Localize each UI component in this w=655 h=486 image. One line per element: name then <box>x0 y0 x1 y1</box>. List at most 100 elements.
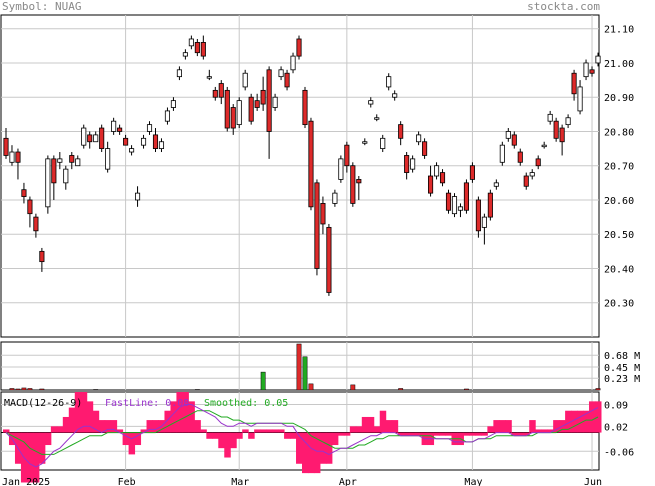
macd-tick-label: 0.02 <box>604 422 628 433</box>
macd-histogram-bar <box>529 420 536 433</box>
candle-body <box>164 110 171 122</box>
candle-body <box>182 52 188 57</box>
candle-body <box>266 69 272 132</box>
macd-histogram-bar <box>589 401 596 433</box>
candle-body <box>493 182 499 187</box>
candle-body <box>320 203 326 225</box>
macd-histogram-bar <box>74 392 82 433</box>
candle-body <box>571 72 577 95</box>
candle-body <box>535 158 541 167</box>
macd-histogram-bar <box>373 426 381 433</box>
macd-fastline-label: FastLine: 0.08 <box>105 398 189 409</box>
macd-histogram-bar <box>577 410 584 433</box>
candle-body <box>129 148 135 153</box>
macd-histogram-bar <box>176 392 183 433</box>
candle-body <box>75 158 81 167</box>
macd-histogram-bar <box>98 420 106 433</box>
volume-bar <box>464 388 469 391</box>
macd-histogram-bar <box>565 410 572 433</box>
candle-body <box>176 69 182 78</box>
candle-body <box>135 192 141 201</box>
candle-body <box>505 131 511 139</box>
candle-body <box>451 196 458 215</box>
volume-bar <box>15 388 21 391</box>
x-tick-label: Feb <box>118 477 136 486</box>
candle-body <box>87 134 93 143</box>
macd-histogram-bar <box>128 432 136 455</box>
candle-body <box>457 206 464 211</box>
macd-histogram-bar <box>463 432 470 436</box>
volume-bar <box>302 356 308 391</box>
macd-histogram-bar <box>236 432 243 439</box>
candle-body <box>559 127 565 143</box>
candle-body <box>296 38 302 57</box>
macd-histogram-bar <box>50 426 58 433</box>
macd-histogram-bar <box>152 420 159 433</box>
macd-histogram-bar <box>469 432 476 436</box>
candle-body <box>45 158 51 208</box>
volume-bar <box>350 384 356 391</box>
candle-body <box>499 144 505 163</box>
price-tick-label: 21.10 <box>604 25 634 36</box>
volume-bar <box>194 389 200 391</box>
macd-smoothed-label: Smoothed: 0.05 <box>204 398 288 409</box>
candle-body <box>260 89 266 105</box>
candle-body <box>81 127 87 146</box>
volume-bar <box>39 388 45 391</box>
candle-body <box>111 120 117 132</box>
candle-body <box>278 69 284 78</box>
macd-histogram-bar <box>325 432 333 464</box>
candle-body <box>39 250 45 263</box>
macd-histogram-bar <box>266 429 273 433</box>
candle-body <box>57 158 63 163</box>
candle-body <box>212 89 218 98</box>
macd-histogram-bar <box>146 420 154 433</box>
macd-histogram-bar <box>493 420 500 433</box>
candle-body <box>123 137 129 146</box>
price-tick-label: 20.80 <box>604 127 634 138</box>
volume-tick-label: 0.68 M <box>604 351 640 362</box>
candle-body <box>380 137 386 149</box>
macd-histogram-bar <box>547 429 554 433</box>
candle-body <box>541 144 547 148</box>
macd-histogram-bar <box>272 429 279 433</box>
x-tick-label: Jan 2025 <box>2 477 50 486</box>
x-tick-label: Jun <box>584 477 602 486</box>
candle-body <box>487 192 493 218</box>
macd-histogram-bar <box>343 432 351 436</box>
candle-body <box>99 127 105 149</box>
macd-histogram-bar <box>433 432 441 436</box>
macd-histogram-bar <box>44 432 52 446</box>
candle-body <box>33 216 39 232</box>
volume-bar <box>93 389 99 391</box>
macd-histogram-bar <box>337 432 345 436</box>
macd-tick-label: -0.06 <box>604 447 634 458</box>
macd-histogram-bar <box>313 432 321 474</box>
candle-body <box>93 134 99 143</box>
macd-histogram-bar <box>302 432 309 474</box>
candle-body <box>469 165 475 180</box>
macd-histogram-bar <box>385 420 393 433</box>
macd-histogram-bar <box>403 432 411 436</box>
macd-histogram-bar <box>38 432 46 464</box>
volume-bar <box>398 388 404 391</box>
candle-body <box>3 137 9 156</box>
macd-tick-label: 0.09 <box>604 400 628 411</box>
macd-histogram-bar <box>517 432 524 436</box>
macd-histogram-bar <box>379 410 387 433</box>
macd-histogram-bar <box>242 429 249 433</box>
candle-body <box>404 155 410 173</box>
macd-histogram-bar <box>535 429 542 433</box>
macd-smoothed-line <box>5 410 599 455</box>
candle-body <box>362 141 368 144</box>
candle-body <box>416 134 422 143</box>
x-tick-label: Apr <box>339 477 357 486</box>
candle-body <box>170 100 176 108</box>
candle-body <box>332 192 338 204</box>
volume-tick-label: 0.23 M <box>604 374 640 385</box>
macd-histogram-bar <box>307 432 315 474</box>
macd-histogram-bar <box>116 429 124 433</box>
candle-body <box>547 113 553 122</box>
candle-body <box>194 42 200 54</box>
macd-histogram-bar <box>260 429 267 433</box>
